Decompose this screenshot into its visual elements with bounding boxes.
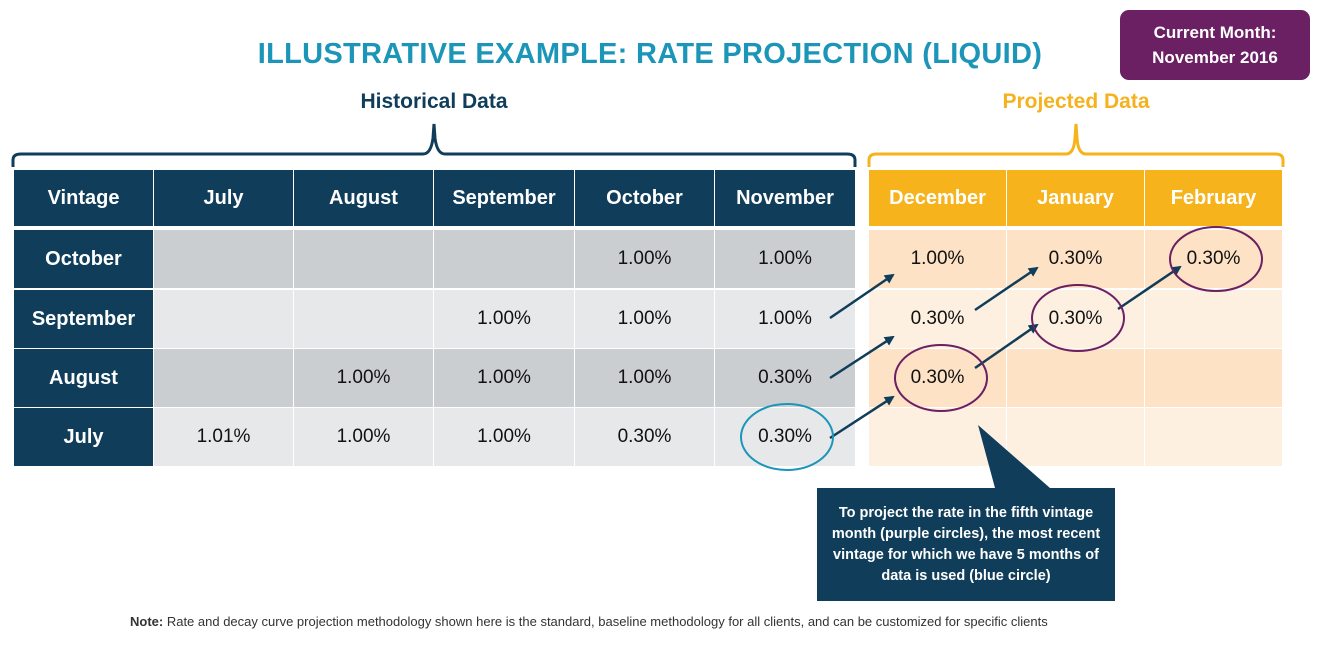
arrow-august-dec-to-september-jan	[974, 323, 1039, 370]
cell-september-november: 1.00%	[715, 290, 855, 348]
callout-pointer	[978, 425, 1050, 488]
cell-october-october: 1.00%	[575, 230, 714, 288]
cell-october-september	[434, 230, 574, 288]
blue-circle-july-november	[740, 403, 834, 471]
cell-september-february	[1145, 290, 1282, 348]
purple-circle-september-january	[1031, 284, 1125, 352]
callout-box: To project the rate in the fifth vintage…	[817, 488, 1115, 601]
header-december: December	[869, 170, 1006, 226]
header-september: September	[434, 170, 574, 226]
footnote: Note: Rate and decay curve projection me…	[130, 614, 1048, 629]
cell-october-november: 1.00%	[715, 230, 855, 288]
cell-august-february	[1145, 349, 1282, 407]
cell-july-february	[1145, 408, 1282, 466]
cell-august-october: 1.00%	[575, 349, 714, 407]
header-november: November	[715, 170, 855, 226]
badge-line-1: Current Month:	[1153, 23, 1277, 42]
cell-july-september: 1.00%	[434, 408, 574, 466]
cell-september-october: 1.00%	[575, 290, 714, 348]
header-august: August	[294, 170, 433, 226]
header-october: October	[575, 170, 714, 226]
badge-line-2: November 2016	[1152, 48, 1278, 67]
page-title: ILLUSTRATIVE EXAMPLE: RATE PROJECTION (L…	[257, 38, 1043, 70]
cell-september-september: 1.00%	[434, 290, 574, 348]
purple-circle-august-december	[894, 344, 988, 412]
arrow-september-jan-to-october-feb	[1117, 265, 1182, 311]
cell-october-january: 0.30%	[1007, 230, 1144, 288]
arrow-september-dec-to-october-jan	[974, 266, 1039, 312]
cell-september-january: 0.30%	[1007, 290, 1144, 348]
cell-october-july	[154, 230, 293, 288]
note-text: Rate and decay curve projection methodol…	[163, 614, 1048, 629]
projected-data-label: Projected Data	[1002, 90, 1150, 113]
header-february: February	[1145, 170, 1282, 226]
row-label-september: September	[14, 290, 153, 348]
cell-july-july: 1.01%	[154, 408, 293, 466]
header-vintage: Vintage	[14, 170, 153, 226]
current-month-badge: Current Month: November 2016	[1120, 10, 1310, 80]
row-label-august: August	[14, 349, 153, 407]
row-label-july: July	[14, 408, 153, 466]
cell-august-august: 1.00%	[294, 349, 433, 407]
projected-brace	[867, 123, 1285, 167]
cell-october-august	[294, 230, 433, 288]
arrow-july-to-august-dec	[829, 395, 895, 440]
cell-august-january	[1007, 349, 1144, 407]
cell-september-august	[294, 290, 433, 348]
cell-august-july	[154, 349, 293, 407]
purple-circle-october-february	[1169, 226, 1263, 292]
note-label: Note:	[130, 614, 164, 629]
historical-data-label: Historical Data	[360, 90, 508, 113]
arrow-september-to-october-dec	[829, 273, 895, 320]
cell-october-february: 0.30%	[1145, 230, 1282, 288]
row-label-october: October	[14, 230, 153, 288]
header-july: July	[154, 170, 293, 226]
arrow-august-to-september-dec	[829, 335, 895, 380]
cell-july-january	[1007, 408, 1144, 466]
historical-brace	[11, 123, 857, 167]
cell-july-august: 1.00%	[294, 408, 433, 466]
cell-august-september: 1.00%	[434, 349, 574, 407]
cell-july-october: 0.30%	[575, 408, 714, 466]
cell-september-july	[154, 290, 293, 348]
header-january: January	[1007, 170, 1144, 226]
